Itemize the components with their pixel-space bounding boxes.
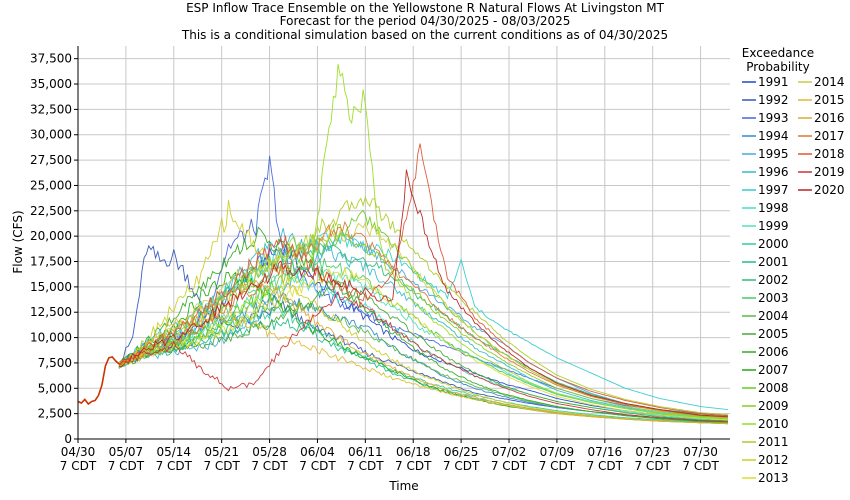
legend-label-2012: 2012 <box>758 453 789 467</box>
x-tick-label-time: 7 CDT <box>251 459 288 473</box>
x-tick-label-date: 07/09 <box>540 445 575 459</box>
legend-label-2003: 2003 <box>758 291 789 305</box>
y-tick-label: 27,500 <box>30 153 72 167</box>
y-tick-label: 35,000 <box>30 77 72 91</box>
legend-label-2007: 2007 <box>758 363 789 377</box>
x-tick-label-time: 7 CDT <box>299 459 336 473</box>
y-tick-label: 30,000 <box>30 128 72 142</box>
x-tick-label-time: 7 CDT <box>491 459 528 473</box>
chart-subtitle-period: Forecast for the period 04/30/2025 - 08/… <box>280 14 571 28</box>
x-tick-label-time: 7 CDT <box>682 459 719 473</box>
x-tick-label-date: 07/23 <box>635 445 670 459</box>
y-axis-title: Flow (CFS) <box>11 210 25 273</box>
legend-label-2008: 2008 <box>758 381 789 395</box>
y-tick-label: 2,500 <box>38 407 72 421</box>
legend-label-2019: 2019 <box>814 165 845 179</box>
x-tick-label-date: 05/07 <box>109 445 144 459</box>
y-tick-label: 7,500 <box>38 356 72 370</box>
legend-label-2018: 2018 <box>814 147 845 161</box>
legend-label-1993: 1993 <box>758 111 789 125</box>
x-tick-label-date: 06/25 <box>444 445 479 459</box>
legend-label-2013: 2013 <box>758 471 789 485</box>
legend-label-2010: 2010 <box>758 417 789 431</box>
y-tick-label: 22,500 <box>30 204 72 218</box>
x-tick-label-time: 7 CDT <box>443 459 480 473</box>
legend-label-2015: 2015 <box>814 93 845 107</box>
x-tick-label-time: 7 CDT <box>156 459 193 473</box>
x-tick-label-time: 7 CDT <box>395 459 432 473</box>
x-tick-label-date: 07/02 <box>492 445 527 459</box>
legend-label-1991: 1991 <box>758 75 789 89</box>
series-line-2013 <box>118 266 728 421</box>
series-line-2015 <box>118 305 728 425</box>
legend-label-1997: 1997 <box>758 183 789 197</box>
legend-label-2020: 2020 <box>814 183 845 197</box>
legend-label-2011: 2011 <box>758 435 789 449</box>
y-tick-label: 12,500 <box>30 305 72 319</box>
legend-label-2017: 2017 <box>814 129 845 143</box>
legend: 1991 1992 1993 1994 1995 1996 1997 1998 1999 2000… <box>742 75 845 485</box>
legend-label-1996: 1996 <box>758 165 789 179</box>
x-axis-title: Time <box>388 479 418 493</box>
chart-title: ESP Inflow Trace Ensemble on the Yellows… <box>186 1 665 15</box>
x-tick-label-time: 7 CDT <box>634 459 671 473</box>
series-line-2010 <box>118 64 728 420</box>
x-tick-label-date: 06/04 <box>300 445 335 459</box>
x-tick-label-time: 7 CDT <box>60 459 97 473</box>
y-tick-label: 10,000 <box>30 331 72 345</box>
series-line-2006 <box>118 226 728 423</box>
y-tick-label: 37,500 <box>30 52 72 66</box>
legend-label-2016: 2016 <box>814 111 845 125</box>
x-tick-label-date: 05/21 <box>204 445 239 459</box>
x-tick-label-date: 07/16 <box>588 445 623 459</box>
x-tick-label-time: 7 CDT <box>539 459 576 473</box>
series-layer <box>77 64 728 425</box>
legend-label-2000: 2000 <box>758 237 789 251</box>
legend-title-line1: Exceedance <box>742 46 814 60</box>
y-tick-label: 32,500 <box>30 102 72 116</box>
legend-label-1999: 1999 <box>758 219 789 233</box>
legend-label-1998: 1998 <box>758 201 789 215</box>
legend-label-2009: 2009 <box>758 399 789 413</box>
y-tick-label: 17,500 <box>30 255 72 269</box>
y-tick-label: 5,000 <box>38 381 72 395</box>
x-tick-label-date: 06/18 <box>396 445 431 459</box>
x-tick-label-date: 04/30 <box>61 445 96 459</box>
chart-subtitle-conditions: This is a conditional simulation based o… <box>181 28 668 42</box>
legend-label-1992: 1992 <box>758 93 789 107</box>
legend-label-2005: 2005 <box>758 327 789 341</box>
x-tick-label-date: 05/28 <box>252 445 287 459</box>
x-tick-label-date: 07/30 <box>683 445 718 459</box>
series-line-2009 <box>118 222 728 419</box>
series-line-2017 <box>118 220 728 418</box>
series-line-2020 <box>118 169 728 418</box>
legend-label-2002: 2002 <box>758 273 789 287</box>
y-tick-label: 25,000 <box>30 178 72 192</box>
legend-label-2006: 2006 <box>758 345 789 359</box>
x-tick-label-time: 7 CDT <box>587 459 624 473</box>
series-line-2005 <box>118 280 728 422</box>
series-line-2019 <box>118 291 728 423</box>
legend-label-1994: 1994 <box>758 129 789 143</box>
x-tick-label-time: 7 CDT <box>347 459 384 473</box>
legend-label-2014: 2014 <box>814 75 845 89</box>
x-tick-label-time: 7 CDT <box>108 459 145 473</box>
x-tick-label-time: 7 CDT <box>203 459 240 473</box>
legend-label-2004: 2004 <box>758 309 789 323</box>
observed-line <box>77 355 120 406</box>
x-tick-label-date: 06/11 <box>348 445 383 459</box>
legend-title-line2: Probability <box>746 60 809 74</box>
y-tick-label: 0 <box>64 432 72 446</box>
y-tick-label: 15,000 <box>30 280 72 294</box>
series-line-2018 <box>118 143 728 417</box>
legend-label-1995: 1995 <box>758 147 789 161</box>
y-tick-label: 20,000 <box>30 229 72 243</box>
axis-layer: 0 2,500 5,000 7,500 10,000 12,500 15,000 17,500… <box>30 46 730 473</box>
legend-label-2001: 2001 <box>758 255 789 269</box>
series-line-2016 <box>118 279 728 424</box>
x-tick-label-date: 05/14 <box>156 445 191 459</box>
